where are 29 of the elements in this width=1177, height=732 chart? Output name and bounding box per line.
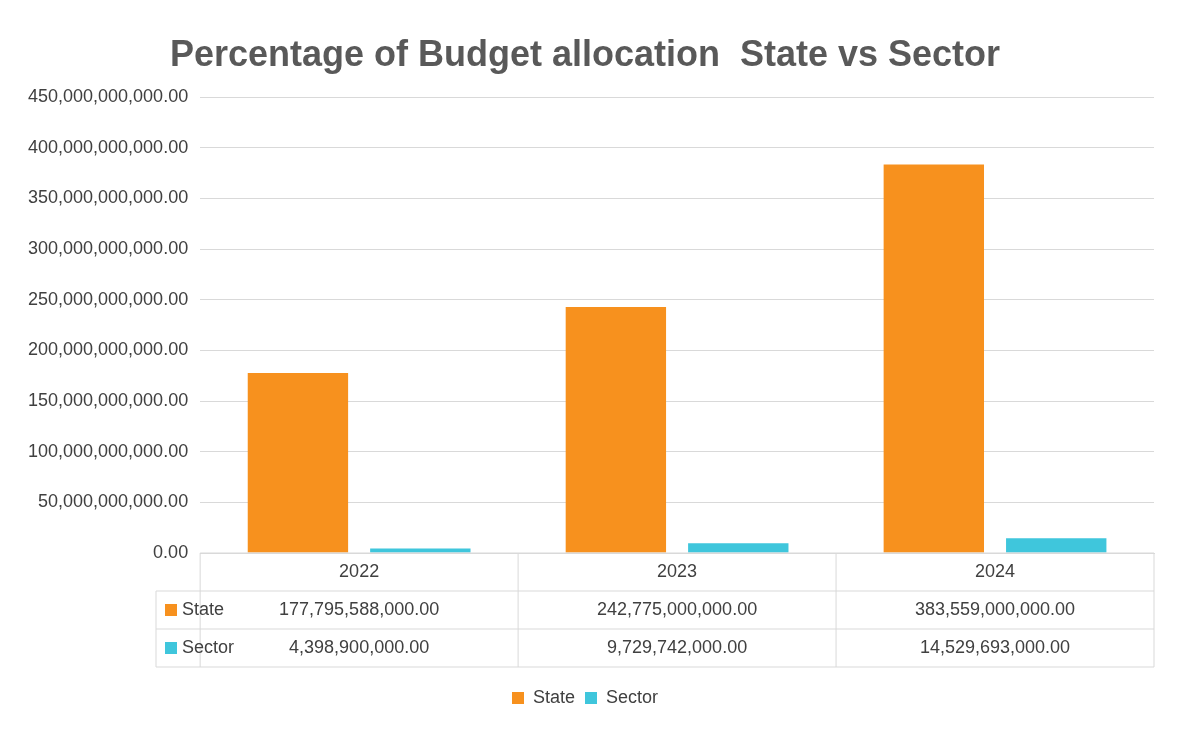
data-label: 4,398,900,000.00	[289, 636, 430, 657]
y-tick-label: 200,000,000,000.00	[28, 339, 189, 360]
data-label: 383,559,000,000.00	[914, 598, 1076, 619]
data-label: 9,729,742,000.00	[607, 636, 748, 657]
bar	[883, 164, 985, 553]
legend-label: Sector	[606, 686, 659, 707]
bar	[688, 543, 789, 553]
y-tick-label: 450,000,000,000.00	[28, 86, 189, 107]
text: State	[532, 686, 576, 707]
y-tick-label: 50,000,000,000.00	[38, 491, 189, 512]
y-tick-label: 0.00	[153, 541, 189, 562]
y-tick-label: 300,000,000,000.00	[28, 238, 189, 259]
y-tick-label: 250,000,000,000.00	[28, 288, 189, 309]
x-tick-label: 2024	[975, 560, 1016, 581]
text: Sector	[182, 636, 235, 657]
data-label: 14,529,693,000.00	[919, 636, 1071, 657]
data-label: 177,795,588,000.00	[279, 598, 440, 619]
y-tick-label: 400,000,000,000.00	[28, 136, 189, 157]
bar	[1006, 538, 1107, 553]
y-tick-label: 350,000,000,000.00	[28, 187, 189, 208]
x-tick-label: 2022	[339, 560, 380, 581]
y-tick-label: 150,000,000,000.00	[28, 390, 189, 411]
chart-title: Percentage of Budget allocation State vs Sector	[169, 32, 1001, 74]
x-tick-label: 2023	[657, 560, 698, 581]
bar	[247, 372, 349, 553]
y-tick-label: 100,000,000,000.00	[28, 440, 189, 461]
bar	[565, 307, 667, 553]
legend-label: State	[182, 598, 225, 619]
data-label: 242,775,000,000.00	[597, 598, 758, 619]
